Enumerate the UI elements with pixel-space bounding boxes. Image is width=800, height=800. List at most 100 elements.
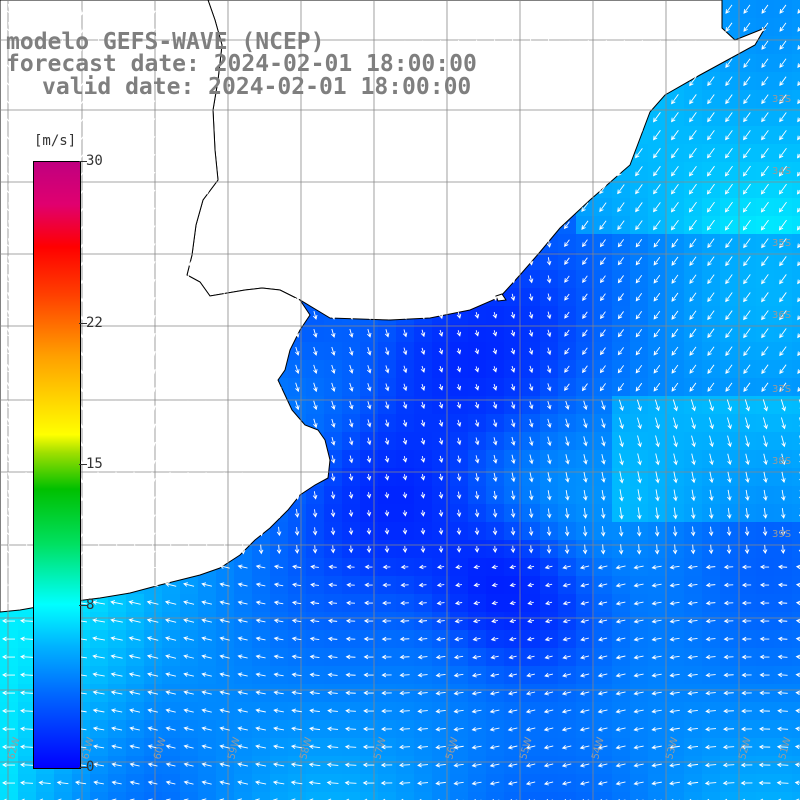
field-cell [684,792,703,800]
field-cell [792,270,800,289]
field-cell [792,468,800,487]
lat-label: 36S [772,310,791,321]
field-cell [792,0,800,19]
field-cell [540,792,559,800]
colorbar-tick-label: 15 [86,456,103,472]
field-cell [198,792,217,800]
field-cell [792,558,800,577]
field-cell [792,414,800,433]
lat-label: 34S [772,166,791,177]
field-cell [252,792,271,800]
field-cell [792,234,800,253]
field-cell [108,792,127,800]
field-cell [18,792,37,800]
field-cell [792,756,800,775]
field-cell [90,792,109,800]
field-cell [792,576,800,595]
legend-unit: [m/s] [34,133,77,149]
field-cell [648,792,667,800]
lat-label: 39S [772,529,791,540]
field-cell [216,792,235,800]
colorbar [33,161,81,769]
field-cell [792,324,800,343]
field-cell [792,72,800,91]
colorbar-tick-label: 30 [86,153,103,169]
colorbar-tick-label: 22 [86,314,103,331]
field-cell [72,792,91,800]
field-cell [522,792,541,800]
lat-label: 38S [772,456,791,467]
field-cell [792,252,800,271]
field-cell [720,792,739,800]
field-cell [792,378,800,397]
field-cell [792,126,800,145]
field-cell [396,792,415,800]
field-cell [792,90,800,109]
field-cell [792,504,800,523]
field-cell [162,792,181,800]
field-cell [792,522,800,541]
field-cell [306,792,325,800]
field-cell [792,612,800,631]
field-cell [288,792,307,800]
field-cell [702,792,721,800]
field-cell [666,792,685,800]
field-cell [0,792,19,800]
field-cell [486,792,505,800]
field-cell [792,108,800,127]
field-cell [792,666,800,685]
field-cell [792,18,800,37]
field-cell [792,342,800,361]
field-cell [360,792,379,800]
field-cell [558,792,577,800]
field-cell [792,450,800,469]
lat-label: 35S [772,238,791,249]
field-cell [630,792,649,800]
colorbar-tick-label: 8 [86,597,95,614]
field-cell [756,792,775,800]
field-cell [36,792,55,800]
field-cell [594,792,613,800]
field-cell [792,180,800,199]
lat-label: 33S [772,94,791,105]
field-cell [738,792,757,800]
field-cell [324,792,343,800]
field-cell [792,162,800,181]
field-cell [612,792,631,800]
field-cell [54,792,73,800]
field-cell [792,306,800,325]
field-cell [432,792,451,800]
field-cell [792,288,800,307]
field-cell [792,54,800,73]
field-cell [792,702,800,721]
field-cell [792,540,800,559]
field-cell [792,216,800,235]
forecast-date: forecast date: 2024-02-01 18:00:00 [6,51,477,77]
field-cell [270,792,289,800]
field-cell [792,684,800,703]
field-cell [792,432,800,451]
field-cell [126,792,145,800]
field-cell [792,198,800,217]
field-cell [576,792,595,800]
field-cell [468,792,487,800]
field-cell [792,144,800,163]
field-cell [342,792,361,800]
field-cell [792,360,800,379]
field-cell [234,792,253,800]
field-cell [792,396,800,415]
valid-date: valid date: 2024-02-01 18:00:00 [42,74,472,100]
field-cell [792,648,800,667]
field-cell [792,486,800,505]
field-cell [180,792,199,800]
field-cell [792,36,800,55]
field-cell [774,792,793,800]
lat-label: 37S [772,384,791,395]
field-cell [378,792,397,800]
field-cell [450,792,469,800]
field-cell [792,630,800,649]
field-cell [414,792,433,800]
field-cell [792,720,800,739]
